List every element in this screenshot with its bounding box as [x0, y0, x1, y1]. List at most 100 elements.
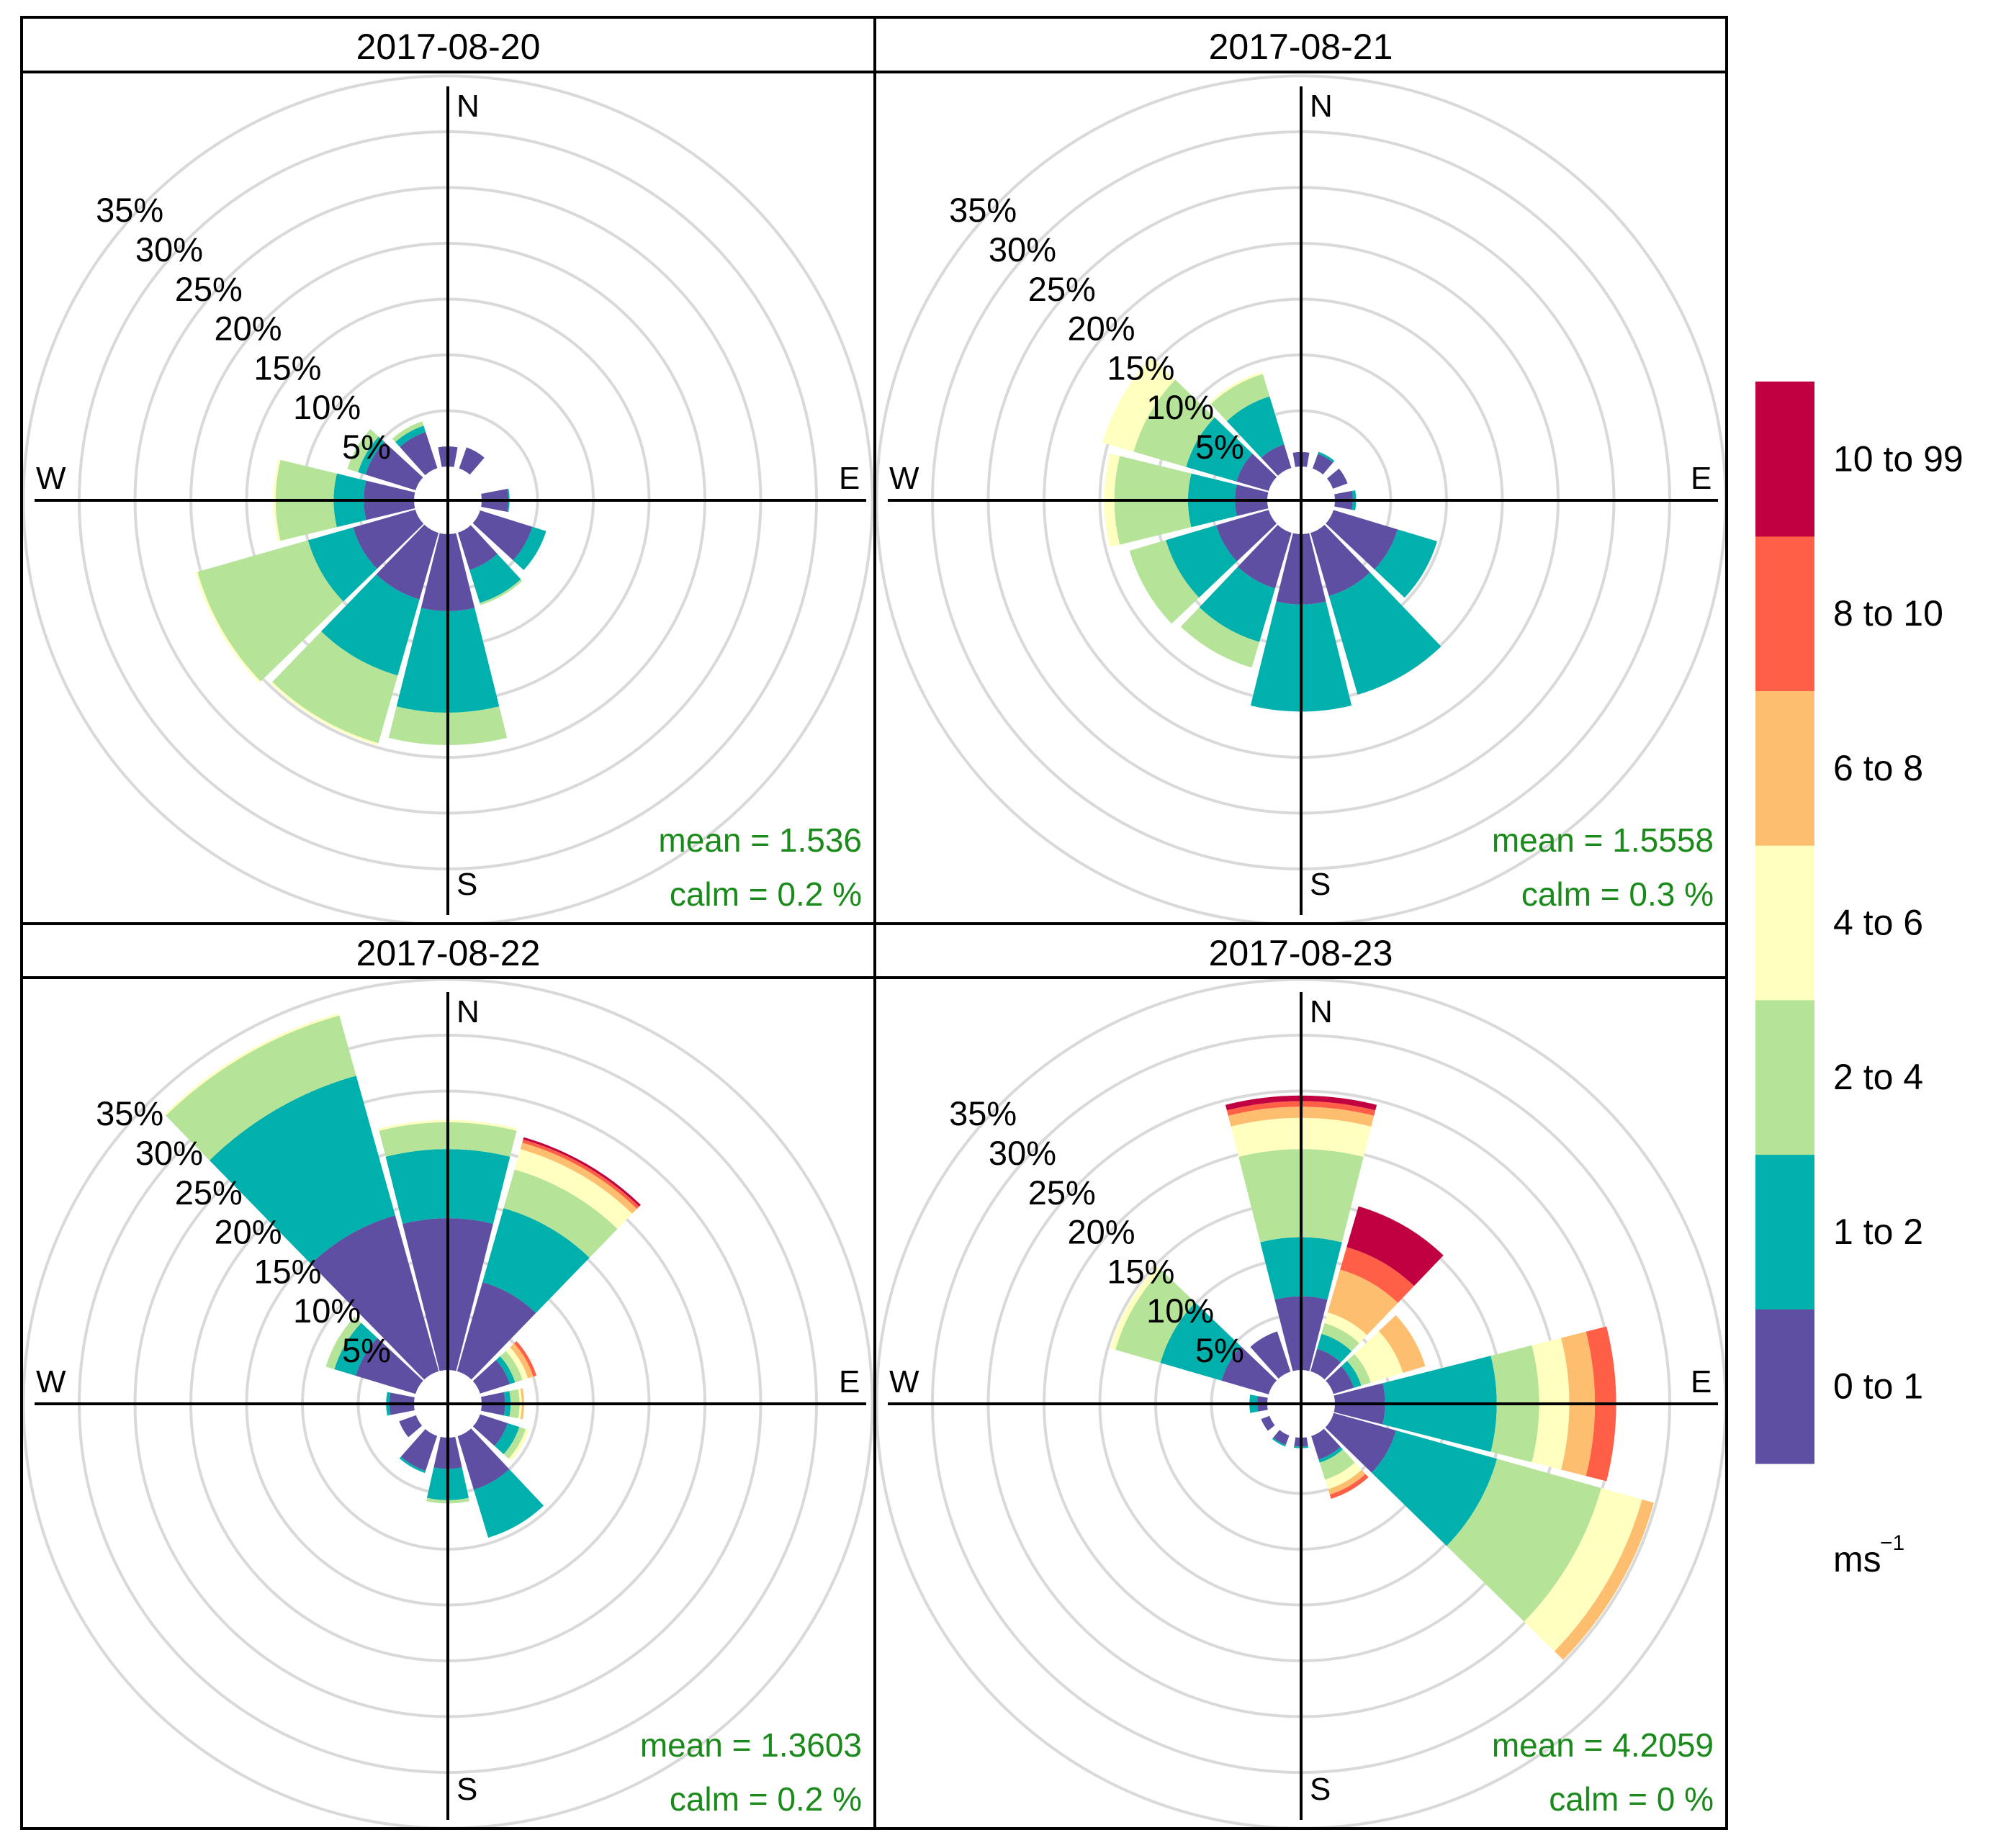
- mean-label: mean = 4.2059: [1492, 1726, 1714, 1764]
- wedge-330-bin-1: [1226, 396, 1285, 458]
- wedge-120-bin-1: [513, 526, 547, 570]
- wedge-300-bin-2: [347, 428, 379, 473]
- calm-label: calm = 0 %: [1549, 1780, 1714, 1818]
- wedge-120-bin-1: [1374, 529, 1437, 598]
- wedge-240-bin-0: [353, 509, 424, 569]
- wedge-150-bin-1: [469, 554, 521, 603]
- legend-label-4: 6 to 8: [1833, 748, 1923, 788]
- radial-tick-label: 5%: [1195, 428, 1244, 466]
- wedge-330-bin-0: [1250, 1331, 1291, 1379]
- wedge-300-bin-2: [1133, 379, 1215, 467]
- wedge-240-bin-0: [1216, 510, 1277, 562]
- wedge-150-bin-2: [480, 579, 523, 605]
- panel-title: 2017-08-23: [1209, 933, 1393, 973]
- wedge-120-bin-0: [472, 1414, 508, 1446]
- wedge-60-bin-0: [1326, 1366, 1354, 1394]
- wedge-300-bin-1: [358, 436, 384, 475]
- legend-swatch-1: [1755, 1154, 1814, 1310]
- wedge-300-bin-2: [325, 1317, 361, 1369]
- radial-tick-label: 30%: [989, 230, 1056, 269]
- wedge-210-bin-1: [1199, 567, 1275, 642]
- wedge-300-bin-0: [1221, 1346, 1277, 1394]
- wedge-330-bin-0: [1261, 444, 1292, 476]
- wedge-60-bin-1: [1341, 1361, 1362, 1388]
- legend-label-3: 4 to 6: [1833, 902, 1923, 942]
- wedge-210-bin-1: [399, 1456, 426, 1474]
- radial-tick-label: 10%: [1146, 1292, 1214, 1330]
- wedge-0-bin-3: [378, 1119, 518, 1131]
- wedge-60-bin-4: [510, 1343, 534, 1379]
- radial-tick-label: 5%: [342, 428, 391, 466]
- wedge-0-bin-5: [1226, 1101, 1376, 1116]
- wedge-330-bin-2: [1210, 374, 1270, 421]
- wedge-150-bin-1: [473, 1469, 544, 1538]
- legend-unit-exponent: −1: [1880, 1531, 1904, 1555]
- wedge-300-bin-2: [1115, 1270, 1195, 1364]
- panel-title: 2017-08-20: [356, 27, 541, 67]
- grid-circle: [876, 74, 1725, 922]
- wedge-120-bin-1: [494, 1423, 520, 1454]
- panel-strip: [873, 922, 1728, 979]
- compass-w: W: [36, 1364, 66, 1399]
- wedge-30-bin-5: [1340, 1247, 1414, 1303]
- wedge-60-bin-2: [500, 1351, 523, 1383]
- wedge-30-bin-4: [1327, 1269, 1398, 1335]
- wedge-240-bin-1: [307, 527, 377, 602]
- compass-n: N: [1310, 89, 1333, 124]
- compass-s: S: [1310, 867, 1331, 902]
- compass-e: E: [1691, 1364, 1712, 1399]
- wedge-300-bin-0: [356, 1338, 423, 1394]
- legend-swatch-3: [1755, 845, 1814, 1001]
- radial-tick-label: 25%: [1028, 1173, 1096, 1212]
- panel-title: 2017-08-22: [356, 933, 541, 973]
- wedge-330-bin-1: [209, 1076, 395, 1264]
- wedge-270-bin-3: [273, 459, 281, 541]
- wedge-210-bin-0: [376, 524, 439, 600]
- radial-tick-label: 35%: [96, 191, 163, 229]
- wedge-300-bin-3: [1102, 357, 1176, 452]
- panel-strip: [873, 16, 1728, 73]
- radial-tick-label: 15%: [253, 348, 321, 387]
- wedge-300-bin-1: [1160, 1302, 1241, 1381]
- wedge-30-bin-4: [520, 1142, 637, 1214]
- wedge-60-bin-4: [1378, 1315, 1426, 1374]
- wedge-330-bin-3: [1209, 371, 1263, 405]
- wedge-0-bin-6: [1225, 1095, 1377, 1111]
- radial-tick-label: 35%: [949, 1094, 1017, 1132]
- wedge-120-bin-3: [508, 1428, 529, 1461]
- wedge-210-bin-0: [1238, 525, 1292, 589]
- wedge-30-bin-0: [456, 1282, 536, 1380]
- wedge-210-bin-2: [1180, 607, 1260, 668]
- grid-circle: [876, 979, 1725, 1827]
- wedge-150-bin-0: [1310, 524, 1370, 596]
- wedge-240-bin-0: [399, 1415, 423, 1438]
- wedge-330-bin-0: [400, 432, 438, 476]
- wedge-30-bin-3: [514, 1149, 633, 1230]
- radial-tick-label: 5%: [342, 1331, 391, 1369]
- wedge-30-bin-0: [1310, 1348, 1341, 1380]
- radial-tick-label: 20%: [215, 310, 282, 348]
- radial-tick-label: 35%: [96, 1094, 163, 1132]
- radial-tick-label: 25%: [1028, 270, 1096, 308]
- wedge-60-bin-3: [1354, 1331, 1403, 1383]
- compass-n: N: [456, 994, 480, 1029]
- panel-title: 2017-08-21: [1209, 27, 1393, 67]
- wedge-60-bin-0: [1327, 468, 1348, 489]
- wedge-240-bin-1: [1166, 525, 1237, 598]
- wedge-210-bin-0: [400, 1429, 438, 1471]
- wedge-150-bin-1: [1328, 572, 1441, 695]
- wedge-30-bin-0: [459, 447, 485, 475]
- wedge-120-bin-1: [1371, 1430, 1498, 1546]
- mean-label: mean = 1.3603: [640, 1726, 862, 1764]
- wedge-210-bin-1: [1272, 1437, 1286, 1447]
- mean-label: mean = 1.536: [658, 821, 862, 859]
- wedge-300-bin-0: [365, 441, 423, 490]
- radial-tick-label: 5%: [1195, 1331, 1244, 1369]
- wedge-60-bin-3: [505, 1347, 529, 1380]
